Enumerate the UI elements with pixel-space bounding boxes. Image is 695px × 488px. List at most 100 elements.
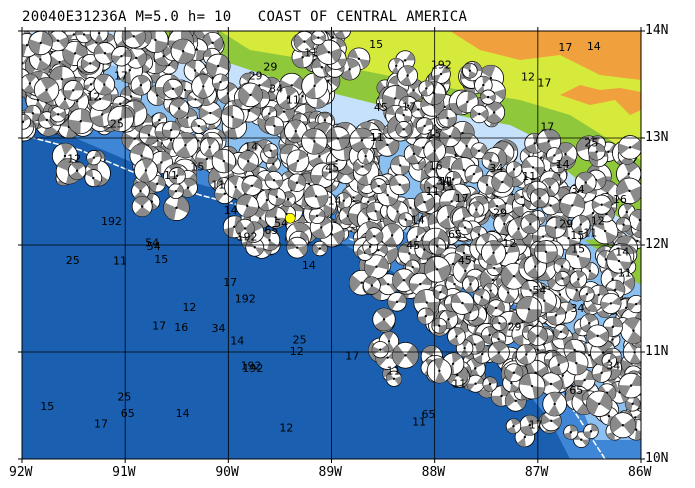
beachball [212, 73, 229, 91]
beachball [415, 117, 434, 135]
beachball [426, 358, 452, 384]
beachball [287, 173, 307, 192]
upland-terrain [220, 31, 641, 160]
beachball [466, 374, 485, 393]
beachball-label: 12 [87, 91, 101, 104]
beachball [586, 390, 613, 417]
beachball-label: 14 [224, 204, 238, 217]
beachball [519, 414, 541, 436]
beachball [571, 214, 591, 235]
beachball [107, 105, 134, 133]
beachball-label: 17 [345, 350, 359, 363]
beachball [357, 147, 375, 165]
beachball [423, 256, 451, 283]
beachball [111, 46, 132, 67]
beachball [587, 143, 606, 161]
event-region: COAST OF CENTRAL AMERICA [257, 9, 468, 25]
beachball [362, 276, 381, 295]
beachball-label: 65 [569, 384, 583, 397]
beachball [264, 170, 284, 190]
beachball-label: 34 [570, 302, 584, 315]
beachball [162, 78, 184, 99]
beachball [84, 169, 103, 187]
beachball [398, 212, 414, 228]
beachball [617, 135, 641, 160]
beachball [191, 74, 216, 99]
beachball-label: 14 [615, 245, 629, 258]
beachball [462, 62, 478, 79]
beachball [245, 237, 265, 257]
beachball [333, 31, 352, 40]
beachball [601, 353, 617, 369]
beachball [263, 143, 279, 159]
beachball [483, 101, 506, 124]
beachball [546, 147, 563, 164]
lat-label-13n: 13N [645, 130, 669, 145]
beachball-label: 17 [402, 101, 416, 114]
beachball [205, 53, 231, 79]
beachball-label: 15 [571, 243, 585, 256]
lon-label-91w: 91W [112, 465, 136, 480]
beachball-label: 29 [493, 207, 507, 220]
beachball [93, 42, 117, 65]
beachball-label: 192 [431, 58, 452, 71]
beachball [241, 175, 263, 197]
beachball-label: 17 [114, 70, 128, 83]
beachball [431, 317, 448, 334]
beachball [417, 307, 435, 325]
beachball [505, 161, 523, 178]
beachball [553, 258, 571, 276]
beachball [482, 376, 498, 392]
beachball [301, 128, 328, 155]
beachball-layer [22, 31, 641, 448]
beachball-label: 65 [264, 224, 278, 237]
beachball-label: 12 [279, 421, 293, 434]
beachball [276, 86, 300, 110]
beachball [529, 188, 550, 208]
beachball-label: 15 [440, 181, 454, 194]
event-depth: h= 10 [187, 9, 232, 25]
beachball-label: 11 [618, 267, 632, 280]
beachball-label: 11 [113, 254, 127, 267]
beachball-label: 15 [40, 400, 54, 413]
beachball-label: 25 [584, 136, 598, 149]
beachball-label: 12 [591, 215, 605, 228]
lat-label-11n: 11N [645, 344, 669, 359]
beachball-label: 14 [302, 259, 316, 272]
beachball-label: 11 [440, 175, 454, 188]
beachball [316, 39, 342, 65]
beachball [380, 223, 405, 248]
beachball [468, 201, 485, 218]
beachball-label: 11 [370, 131, 384, 144]
beachball [372, 307, 396, 332]
beachball [397, 65, 418, 87]
beachball [591, 217, 619, 245]
beachball [559, 192, 586, 219]
tick-marks [18, 27, 645, 463]
beachball-label: 25 [117, 391, 131, 404]
beachball-label: 17 [537, 77, 551, 90]
beachball-label: 192 [236, 230, 257, 243]
beachball [600, 292, 622, 315]
beachball [133, 158, 158, 183]
beachball [428, 237, 447, 256]
beachball-label: 25 [110, 118, 124, 131]
beachball [481, 151, 500, 170]
beachball [220, 105, 245, 129]
beachball-label: 12 [502, 237, 516, 250]
beachball-label: 17 [455, 192, 469, 205]
beachball [457, 220, 473, 236]
beachball-label: 34 [489, 162, 503, 175]
beachball-label: 34 [269, 82, 283, 95]
beachball [22, 113, 31, 130]
beachball [418, 80, 435, 97]
beachball-label: 17 [94, 418, 108, 431]
beachball-label: 16 [613, 193, 627, 206]
beachball [121, 31, 146, 49]
beachball [438, 108, 457, 128]
beachball [470, 104, 489, 124]
beachball-label: 29 [559, 218, 573, 231]
beachball-label: 11 [522, 170, 536, 183]
beachball-label: 25 [66, 254, 80, 267]
beachball-label: 14 [244, 140, 258, 153]
